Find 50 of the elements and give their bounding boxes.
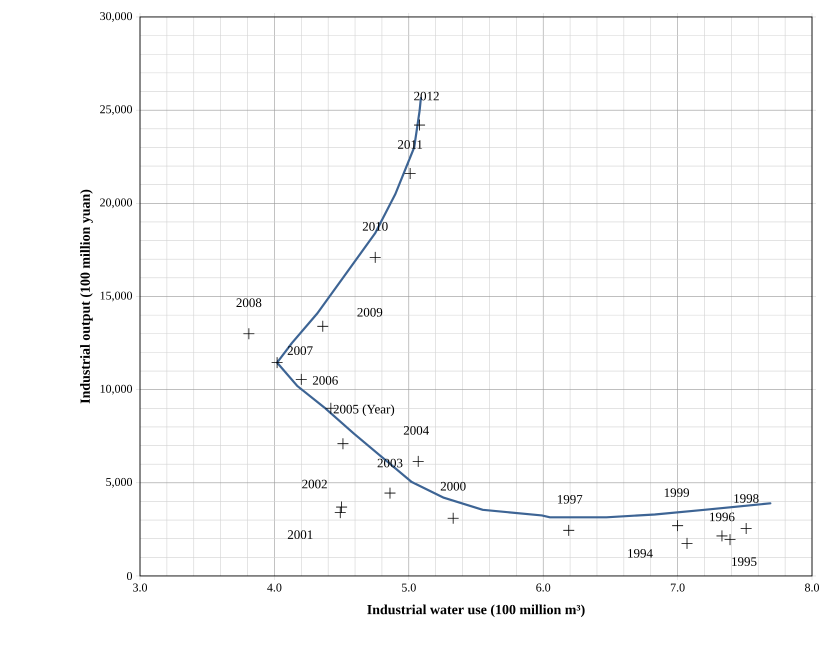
y-axis-title: Industrial output (100 million yuan)	[80, 190, 93, 404]
point	[369, 251, 382, 264]
y-tick-label: 5,000	[106, 478, 132, 488]
annotation: 1994	[628, 549, 653, 558]
x-tick-label: 8.0	[804, 584, 820, 592]
y-tick-label: 20,000	[100, 198, 132, 208]
point	[242, 328, 255, 340]
annotation: 2002	[302, 480, 327, 488]
x-tick-label: 7.0	[670, 584, 685, 592]
point	[404, 168, 416, 180]
annotation: 2006	[312, 376, 338, 385]
annotation: 1998	[734, 494, 759, 503]
annotation: 2005 (Year)	[334, 404, 394, 416]
point	[414, 119, 426, 131]
point	[337, 438, 349, 450]
point	[681, 537, 693, 550]
point	[336, 501, 348, 513]
y-tick-label: 30,000	[100, 12, 132, 22]
point	[740, 522, 752, 534]
point	[316, 320, 329, 332]
annotation: 2007	[288, 346, 313, 355]
x-tick-label: 5.0	[402, 584, 416, 592]
annotation: 1997	[558, 494, 582, 504]
annotation: 1995	[732, 557, 756, 566]
x-axis-title: Industrial water use (100 million m³)	[367, 604, 585, 618]
annotation: 1999	[664, 488, 690, 498]
annotation: 2012	[414, 92, 439, 100]
annotation: 2001	[288, 530, 312, 539]
annotation: 2004	[404, 426, 429, 435]
point	[562, 524, 575, 536]
annotation: 1996	[710, 512, 735, 522]
x-tick-label: 4.0	[267, 584, 282, 592]
y-tick-label: 0	[126, 572, 132, 580]
y-tick-label: 15,000	[100, 292, 132, 302]
point	[384, 487, 396, 499]
y-tick-label: 10,000	[100, 384, 132, 395]
point	[724, 534, 736, 546]
point	[447, 512, 460, 524]
point	[295, 374, 308, 386]
x-tick-label: 3.0	[133, 584, 148, 592]
point	[672, 520, 684, 532]
y-tick-label: 25,000	[100, 105, 132, 116]
point	[334, 506, 346, 519]
annotation: 2000	[440, 482, 466, 491]
annotation: 2008	[236, 298, 262, 308]
x-tick-label: 6.0	[536, 584, 550, 592]
annotation: 2009	[357, 308, 382, 317]
point	[271, 356, 283, 369]
point	[716, 530, 728, 542]
point	[412, 455, 424, 468]
